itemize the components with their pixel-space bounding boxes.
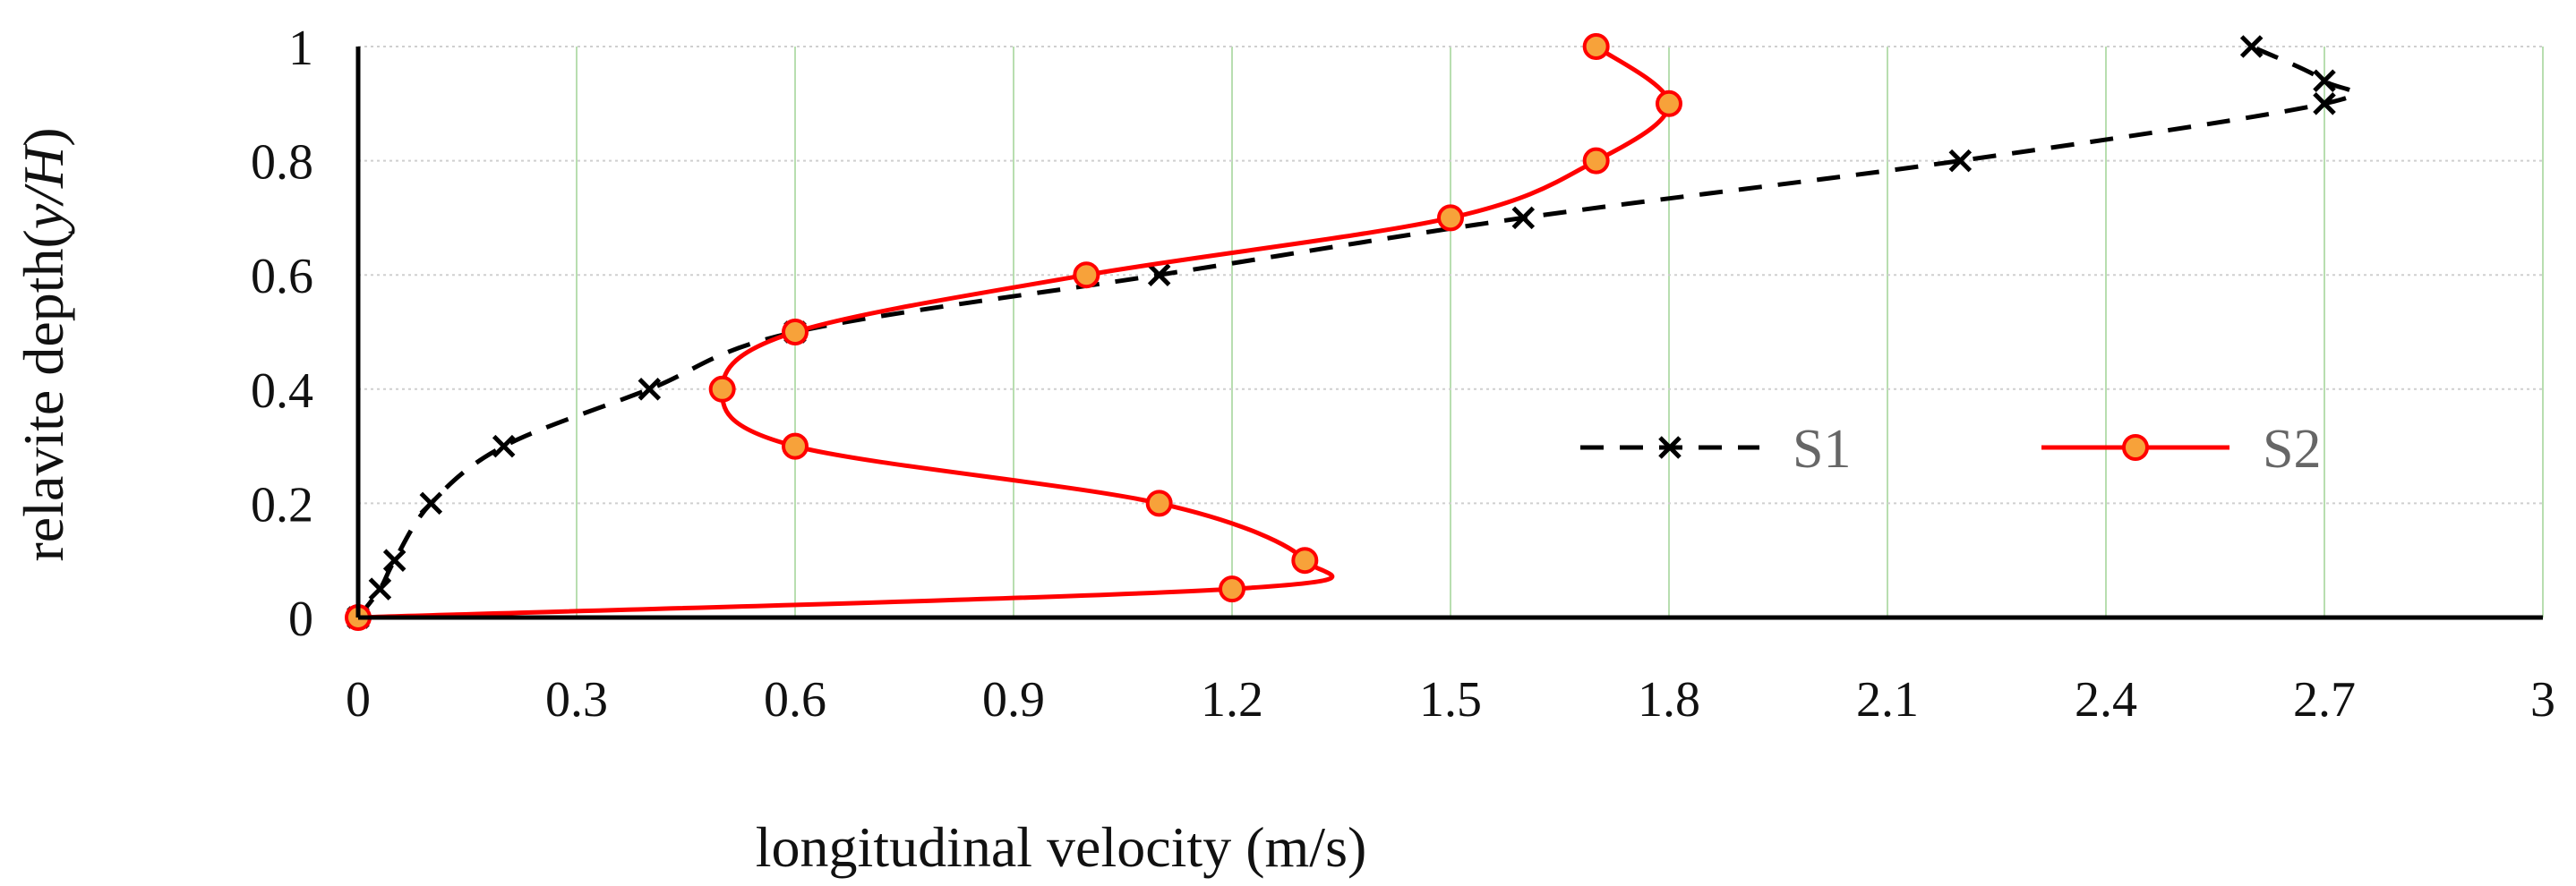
y-axis-title-prefix: relavite depth( xyxy=(12,229,75,561)
series-s1-point xyxy=(1511,206,1536,230)
series-s1 xyxy=(347,35,2357,629)
series-s2-point xyxy=(1291,547,1319,575)
x-tick-label: 1.5 xyxy=(1419,672,1482,728)
y-tick-label: 1 xyxy=(288,21,313,76)
series-s1-point xyxy=(382,549,407,572)
series-s1-point xyxy=(638,378,662,401)
y-axis-title-italic: y/H xyxy=(12,143,75,234)
grid xyxy=(358,46,2544,618)
x-tick-label: 0 xyxy=(346,672,371,728)
x-tick-label: 2.1 xyxy=(1856,672,1919,728)
series-s2-point xyxy=(1219,575,1245,603)
series-s2-point xyxy=(1582,33,1610,60)
series-s1-point xyxy=(492,434,516,458)
x-tick-label: 3 xyxy=(2530,672,2555,728)
series-layer xyxy=(345,33,2357,631)
series-s2-point xyxy=(1582,147,1610,175)
series-s2-point xyxy=(782,319,809,345)
y-tick-label: 0.2 xyxy=(251,477,313,532)
x-tick-label: 1.2 xyxy=(1201,672,1263,728)
x-tick-label: 0.6 xyxy=(764,672,826,728)
series-s2-point xyxy=(1145,490,1173,517)
x-tick-label: 2.4 xyxy=(2075,672,2137,728)
x-tick-label: 1.8 xyxy=(1638,672,1700,728)
y-tick-label: 0.4 xyxy=(251,363,313,419)
legend: S1 S2 xyxy=(1580,419,2321,480)
x-axis-title: longitudinal velocity (m/s) xyxy=(756,815,1367,879)
x-tick-label: 0.3 xyxy=(545,672,608,728)
legend-s2-label: S2 xyxy=(2263,419,2321,480)
y-tick-label: 0.6 xyxy=(251,249,313,304)
axes xyxy=(355,47,2543,620)
series-s2-point xyxy=(782,432,809,460)
y-tick-label: 0 xyxy=(288,592,313,647)
y-tick-label: 0.8 xyxy=(251,135,313,191)
x-tick-label: 2.7 xyxy=(2293,672,2356,728)
series-s2-point xyxy=(708,375,736,403)
legend-s1-marker xyxy=(1658,436,1682,459)
x-tick-label: 0.9 xyxy=(982,672,1045,728)
series-s1-point xyxy=(2239,35,2264,58)
legend-s2-marker xyxy=(2122,434,2149,461)
series-s2-point xyxy=(1437,204,1464,232)
legend-item-s2: S2 xyxy=(2041,419,2321,480)
legend-s1-label: S1 xyxy=(1793,419,1851,480)
tick-labels: 0 0.3 0.6 0.9 1.2 1.5 1.8 2.1 2.4 2.7 3 0 0.2 0.4 0.6 0… xyxy=(251,21,2555,728)
series-s1-point xyxy=(2313,92,2336,115)
legend-item-s1: S1 xyxy=(1580,419,1851,480)
series-s1-point xyxy=(419,491,443,515)
y-axis-title: relavite depth(y/H) xyxy=(12,127,75,561)
series-s1-point xyxy=(1948,149,1973,173)
series-s1-point xyxy=(2313,69,2336,93)
series-s1-line xyxy=(356,44,2357,619)
series-s1-point xyxy=(1147,263,1171,286)
series-s1-point xyxy=(368,577,392,601)
series-s2-point xyxy=(1073,261,1100,289)
series-s2-point xyxy=(1656,89,1682,117)
y-axis-title-suffix: ) xyxy=(12,127,75,146)
series-s2 xyxy=(345,33,1682,631)
